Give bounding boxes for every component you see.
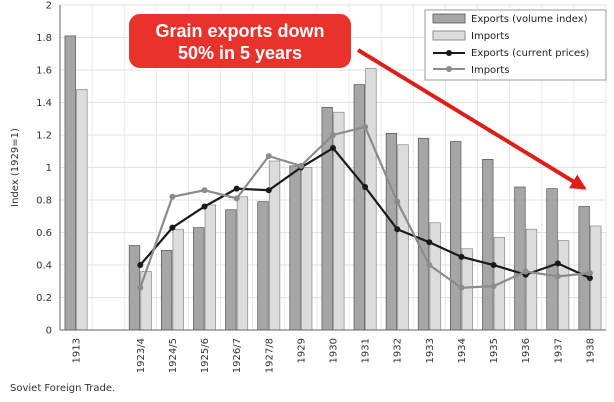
legend-marker-imports bbox=[446, 66, 452, 72]
bar-exports-volume-1935 bbox=[482, 159, 494, 331]
bar-imports-1930 bbox=[333, 111, 345, 331]
point-exports-current bbox=[362, 184, 369, 190]
bar-exports-volume-1913 bbox=[64, 35, 76, 331]
bar-exports-volume-1931 bbox=[353, 84, 365, 331]
point-imports bbox=[490, 283, 497, 290]
bar-imports-1925/6 bbox=[204, 204, 216, 331]
x-tick-label: 1931 bbox=[361, 338, 372, 363]
y-tick-label: 0.8 bbox=[36, 196, 52, 207]
bar-exports-volume-1927/8 bbox=[257, 201, 269, 331]
point-imports bbox=[586, 270, 593, 277]
annotation-callout: Grain exports down 50% in 5 years bbox=[127, 12, 587, 190]
bar-imports-1929 bbox=[301, 167, 313, 331]
y-tick-label: 0 bbox=[46, 326, 52, 337]
point-imports bbox=[458, 284, 465, 291]
y-tick-label: 1.4 bbox=[36, 98, 52, 109]
point-exports-current bbox=[394, 226, 401, 233]
legend-label-exports-volume: Exports (volume index) bbox=[471, 14, 588, 25]
point-exports-current bbox=[137, 262, 144, 268]
annotation-line-1: Grain exports down bbox=[155, 21, 324, 41]
point-exports-current bbox=[586, 275, 593, 281]
y-tick-label: 0.2 bbox=[36, 293, 52, 304]
legend-label-exports-current: Exports (current prices) bbox=[471, 48, 589, 59]
x-tick-label: 1933 bbox=[425, 338, 436, 363]
annotation-arrow bbox=[356, 48, 587, 190]
point-imports bbox=[426, 262, 433, 268]
x-tick-label: 1923/4 bbox=[136, 338, 147, 373]
point-imports bbox=[265, 153, 272, 160]
x-tick-label: 1913 bbox=[72, 338, 83, 363]
point-exports-current bbox=[169, 224, 176, 231]
legend-label-imports-line: Imports bbox=[471, 65, 509, 76]
bar-imports-1913 bbox=[76, 89, 88, 331]
legend-label-imports-bar: Imports bbox=[471, 31, 509, 42]
x-tick-label: 1929 bbox=[296, 338, 307, 363]
x-tick-label: 1924/5 bbox=[168, 338, 179, 373]
bar-exports-volume-1932 bbox=[385, 133, 398, 331]
bar-exports-volume-1925/6 bbox=[193, 227, 205, 331]
x-tick-label: 1934 bbox=[457, 338, 468, 363]
x-tick-label: 1930 bbox=[329, 338, 340, 363]
legend-marker-exports-current bbox=[446, 50, 452, 56]
point-imports bbox=[201, 187, 208, 194]
bar-imports-1937 bbox=[557, 240, 570, 331]
point-exports-current bbox=[426, 239, 433, 246]
figure-caption: Soviet Foreign Trade. bbox=[10, 383, 116, 394]
x-tick-label: 1927/8 bbox=[264, 338, 275, 373]
point-exports-current bbox=[490, 262, 497, 268]
point-exports-current bbox=[458, 253, 465, 260]
point-exports-current bbox=[554, 260, 561, 267]
legend-swatch-imports-bar bbox=[432, 30, 466, 41]
bar-imports-1926/7 bbox=[236, 196, 249, 331]
x-tick-label: 1925/6 bbox=[200, 338, 211, 373]
x-tick-label: 1935 bbox=[489, 338, 500, 363]
y-axis-title: Index (1929=1) bbox=[10, 128, 21, 207]
point-imports bbox=[169, 193, 176, 200]
legend: Exports (volume index) Imports Exports (… bbox=[424, 9, 607, 81]
point-imports bbox=[522, 268, 529, 275]
point-exports-current bbox=[265, 187, 272, 194]
bar-exports-volume-1936 bbox=[514, 186, 526, 331]
bar-exports-volume-1938 bbox=[578, 206, 590, 331]
point-exports-current bbox=[330, 145, 336, 151]
y-tick-label: 0.4 bbox=[36, 261, 52, 272]
y-tick-label: 1 bbox=[46, 163, 52, 174]
point-imports bbox=[137, 284, 144, 291]
bar-imports-1936 bbox=[525, 228, 538, 331]
bar-imports-1933 bbox=[429, 222, 441, 331]
bar-imports-1924/5 bbox=[172, 228, 184, 331]
legend-swatch-exports-volume bbox=[432, 13, 466, 24]
y-tick-label: 1.8 bbox=[36, 33, 52, 44]
bar-exports-volume-1934 bbox=[450, 141, 462, 331]
y-tick-label: 2 bbox=[46, 1, 52, 12]
x-tick-label: 1926/7 bbox=[232, 338, 243, 373]
point-imports bbox=[233, 195, 240, 202]
point-imports bbox=[297, 162, 304, 169]
y-tick-label: 1.2 bbox=[36, 131, 52, 142]
bar-exports-volume-1937 bbox=[546, 188, 558, 331]
x-tick-label: 1938 bbox=[585, 338, 596, 363]
y-tick-label: 1.6 bbox=[36, 66, 52, 77]
x-tick-label: 1936 bbox=[521, 338, 532, 363]
x-tick-label: 1937 bbox=[553, 338, 564, 363]
point-imports bbox=[362, 123, 369, 130]
point-imports bbox=[330, 132, 336, 138]
annotation-box bbox=[127, 12, 353, 70]
y-tick-label: 0.6 bbox=[36, 228, 52, 239]
point-imports bbox=[554, 273, 561, 280]
bar-imports-1932 bbox=[397, 144, 409, 331]
bar-exports-volume-1929 bbox=[289, 165, 301, 331]
point-exports-current bbox=[233, 185, 240, 192]
bar-exports-volume-1933 bbox=[417, 137, 430, 331]
point-imports bbox=[394, 198, 401, 205]
bar-exports-volume-1924/5 bbox=[160, 250, 173, 331]
point-exports-current bbox=[201, 203, 208, 210]
bar-exports-volume-1926/7 bbox=[225, 209, 237, 331]
annotation-line-2: 50% in 5 years bbox=[178, 43, 302, 63]
x-tick-label: 1932 bbox=[393, 338, 404, 363]
